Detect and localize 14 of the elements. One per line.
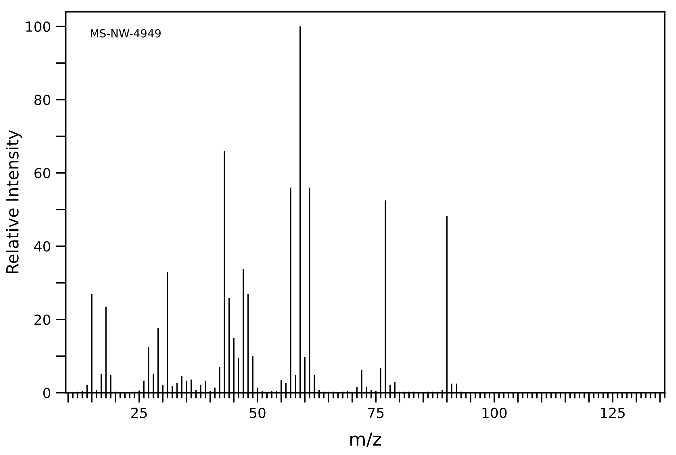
x-tick-label: 100 — [482, 408, 507, 418]
x-tick-label: 25 — [132, 408, 148, 418]
y-tick-label: 0 — [43, 388, 50, 398]
y-tick-label: 20 — [34, 314, 50, 326]
y-axis-title: Relative Intensity — [6, 130, 22, 274]
y-tick-label: 60 — [34, 168, 50, 179]
annotation: MS-NW-4949 — [91, 29, 161, 38]
y-tick-label: 40 — [34, 241, 50, 252]
y-tick-label: 80 — [34, 94, 50, 106]
x-tick-label: 75 — [368, 408, 384, 418]
y-tick-label: 100 — [26, 22, 50, 32]
x-tick-label: 50 — [250, 408, 266, 418]
x-tick-label: 125 — [601, 408, 625, 418]
x-axis-title: m/z — [350, 432, 382, 448]
